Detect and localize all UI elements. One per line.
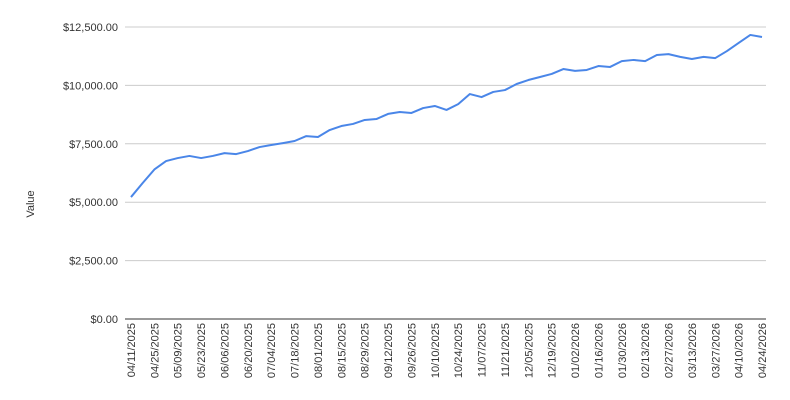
x-tick-label: 09/12/2025 (383, 323, 395, 378)
x-tick-label: 11/21/2025 (500, 323, 512, 377)
x-tick-label: 12/05/2025 (523, 323, 535, 378)
x-tick-label: 11/07/2025 (477, 323, 489, 377)
y-tick-label: $2,500.00 (69, 256, 118, 268)
x-tick-label: 07/04/2025 (266, 323, 278, 378)
x-tick-label: 09/26/2025 (406, 323, 418, 378)
x-tick-label: 02/27/2026 (664, 323, 676, 378)
x-tick-label: 10/10/2025 (430, 323, 442, 378)
x-tick-label: 06/20/2025 (243, 323, 255, 378)
y-tick-label: $5,000.00 (69, 197, 118, 209)
x-tick-label: 05/23/2025 (196, 323, 208, 378)
x-tick-label: 08/01/2025 (313, 323, 325, 378)
x-tick-label: 12/19/2025 (547, 323, 559, 378)
x-tick-label: 07/18/2025 (290, 323, 302, 378)
x-tick-label: 01/02/2026 (570, 323, 582, 378)
y-tick-label: $10,000.00 (63, 80, 118, 92)
x-tick-label: 02/13/2026 (640, 323, 652, 378)
x-tick-label: 04/24/2026 (757, 323, 769, 378)
x-tick-label: 03/13/2026 (687, 323, 699, 378)
y-axis-title: Value (25, 190, 37, 217)
x-tick-label: 10/24/2025 (453, 323, 465, 378)
x-tick-label: 03/27/2026 (710, 323, 722, 378)
x-tick-label: 06/06/2025 (219, 323, 231, 378)
x-tick-label: 01/30/2026 (617, 323, 629, 378)
y-tick-label: $12,500.00 (63, 22, 118, 34)
x-tick-label: 04/10/2026 (734, 323, 746, 378)
x-tick-label: 04/11/2025 (126, 323, 138, 377)
x-tick-label: 04/25/2025 (149, 323, 161, 378)
x-tick-label: 08/15/2025 (336, 323, 348, 378)
x-tick-label: 08/29/2025 (360, 323, 372, 378)
x-tick-label: 05/09/2025 (173, 323, 185, 378)
x-tick-label: 01/16/2026 (593, 323, 605, 378)
y-tick-label: $7,500.00 (69, 139, 118, 151)
y-tick-label: $0.00 (90, 314, 118, 326)
line-series (130, 33, 763, 198)
